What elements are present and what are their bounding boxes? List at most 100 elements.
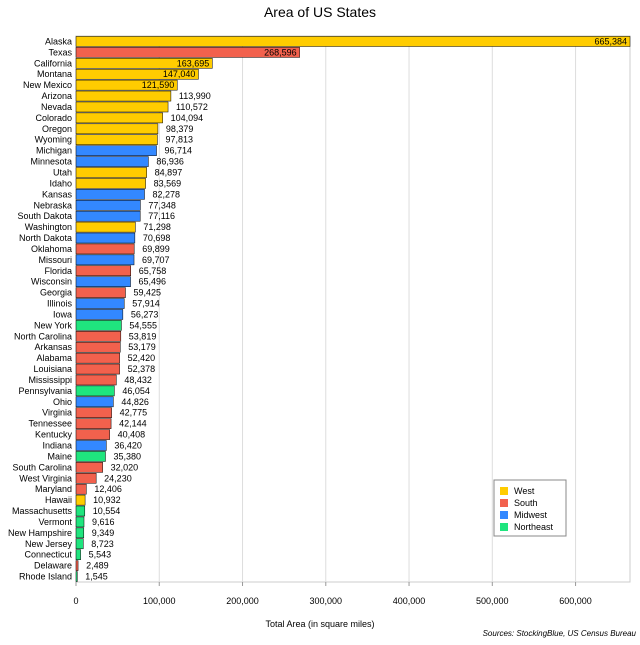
- x-tick-label: 100,000: [143, 596, 176, 606]
- y-tick-label: Maine: [47, 451, 72, 461]
- data-label: 113,990: [179, 91, 211, 101]
- bar: [75, 232, 136, 244]
- x-tick-label: 300,000: [310, 596, 343, 606]
- data-label: 9,349: [92, 528, 115, 538]
- bar: [75, 210, 141, 222]
- bar: [75, 90, 172, 102]
- bar: [75, 199, 141, 211]
- bar: [75, 68, 199, 80]
- data-label: 77,348: [148, 200, 176, 210]
- y-tick-label: Vermont: [38, 517, 72, 527]
- y-tick-label: South Carolina: [12, 462, 72, 472]
- data-label: 53,179: [128, 342, 156, 352]
- y-tick-label: Kentucky: [35, 430, 73, 440]
- bar: [75, 451, 106, 462]
- source-note: Sources: StockingBlue, US Census Bureau: [483, 629, 637, 638]
- y-tick-label: Montana: [37, 69, 72, 79]
- bar: [75, 178, 146, 189]
- y-tick-label: Colorado: [35, 113, 72, 123]
- y-tick-label: Maryland: [35, 484, 72, 494]
- bar: [75, 112, 163, 124]
- bar: [75, 145, 157, 156]
- bar: [75, 189, 145, 200]
- bar: [75, 298, 125, 309]
- data-label: 69,899: [142, 244, 170, 254]
- y-tick-label: Georgia: [40, 288, 72, 298]
- bar: [75, 134, 158, 146]
- data-label: 98,379: [166, 124, 194, 134]
- bar: [75, 505, 86, 517]
- data-label: 10,554: [93, 506, 121, 516]
- data-label: 121,590: [142, 80, 175, 90]
- y-tick-label: Rhode Island: [19, 572, 72, 582]
- data-label: 57,914: [132, 299, 160, 309]
- legend-label: Northeast: [514, 522, 554, 532]
- x-tick-label: 200,000: [226, 596, 259, 606]
- data-label: 40,408: [118, 430, 146, 440]
- data-label: 5,543: [89, 550, 112, 560]
- legend-swatch: [500, 499, 508, 507]
- legend-label: Midwest: [514, 510, 548, 520]
- data-label: 10,932: [93, 495, 121, 505]
- data-label: 52,378: [128, 364, 156, 374]
- data-label: 86,936: [156, 157, 184, 167]
- data-label: 147,040: [163, 69, 196, 79]
- y-tick-label: Missouri: [38, 255, 72, 265]
- data-label: 77,116: [148, 211, 175, 221]
- y-tick-label: North Carolina: [14, 331, 72, 341]
- data-label: 163,695: [177, 58, 210, 68]
- legend-swatch: [500, 511, 508, 519]
- y-tick-label: West Virginia: [19, 473, 72, 483]
- bar: [75, 331, 122, 342]
- y-tick-label: Wyoming: [35, 135, 72, 145]
- bar: [75, 287, 126, 298]
- data-label: 69,707: [142, 255, 170, 265]
- y-tick-label: Mississippi: [28, 375, 72, 385]
- bar: [75, 363, 120, 375]
- bar: [75, 407, 112, 419]
- y-tick-label: Pennsylvania: [18, 386, 72, 396]
- x-axis-label: Total Area (in square miles): [265, 619, 374, 629]
- data-label: 35,380: [113, 451, 141, 461]
- y-tick-label: Alabama: [36, 353, 72, 363]
- bar: [75, 167, 147, 178]
- data-label: 83,569: [154, 178, 182, 188]
- bars: [75, 36, 631, 582]
- data-label: 84,897: [155, 168, 183, 178]
- data-label: 96,714: [165, 146, 193, 156]
- data-label: 46,054: [122, 386, 150, 396]
- data-label: 32,020: [111, 462, 139, 472]
- y-tick-label: South Dakota: [17, 211, 72, 221]
- legend-swatch: [500, 487, 508, 495]
- data-label: 36,420: [114, 441, 142, 451]
- y-tick-label: North Dakota: [19, 233, 72, 243]
- data-label: 65,758: [139, 266, 167, 276]
- x-tick-label: 400,000: [393, 596, 426, 606]
- legend-swatch: [500, 523, 508, 531]
- bar: [75, 385, 115, 397]
- bar: [75, 156, 149, 167]
- bar: [75, 243, 135, 255]
- data-label: 268,596: [264, 47, 297, 57]
- y-tick-label: Arizona: [41, 91, 72, 101]
- data-label: 104,094: [171, 113, 204, 123]
- y-tick-label: Massachusetts: [12, 506, 73, 516]
- y-tick-label: Texas: [48, 47, 72, 57]
- data-label: 71,298: [143, 222, 171, 232]
- bar: [75, 418, 112, 429]
- bar: [75, 352, 120, 364]
- data-label: 110,572: [176, 102, 208, 112]
- y-tick-label: Oklahoma: [31, 244, 72, 254]
- bar: [75, 123, 159, 135]
- y-tick-label: New Hampshire: [8, 528, 72, 538]
- y-tick-label: Iowa: [53, 309, 72, 319]
- labels: Alaska 665,384 Texas 268,596 California 163,6…: [8, 36, 627, 581]
- y-tick-label: California: [34, 58, 72, 68]
- y-tick-label: Wisconsin: [31, 277, 72, 287]
- bar: [75, 538, 84, 550]
- bar: [75, 36, 631, 47]
- y-tick-label: Arkansas: [34, 342, 72, 352]
- bar: [75, 549, 81, 560]
